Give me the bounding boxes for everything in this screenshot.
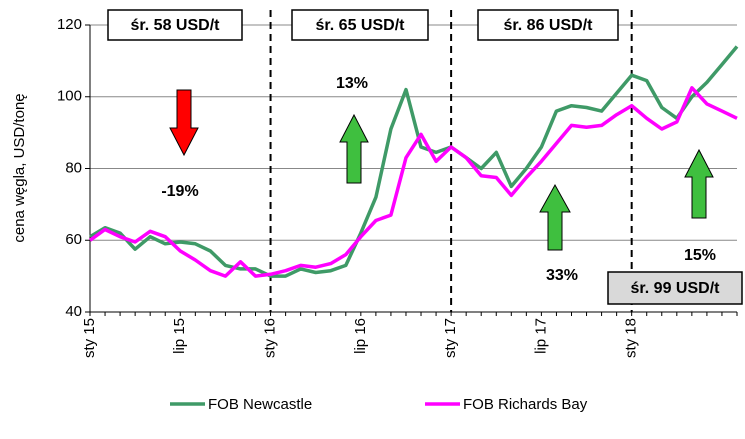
x-tick-label: sty 15 — [81, 318, 98, 358]
y-tick-label: 100 — [57, 88, 82, 105]
series-line — [88, 86, 738, 278]
y-tick-label: 60 — [65, 231, 82, 248]
x-tick-label: sty 17 — [442, 318, 459, 358]
legend-label: FOB Newcastle — [208, 396, 312, 413]
x-tick-label: sty 16 — [262, 318, 279, 358]
annotation: 33% — [546, 267, 578, 284]
annotation: śr. 58 USD/t — [131, 17, 221, 34]
x-tick-label: lip 15 — [171, 318, 188, 354]
annotation: -19% — [161, 183, 198, 200]
legend-label: FOB Richards Bay — [463, 396, 588, 413]
annotation: 13% — [336, 75, 368, 92]
x-tick-label: sty 18 — [623, 318, 640, 358]
annotation-box — [291, 9, 429, 41]
x-tick-label: lip 17 — [532, 318, 549, 354]
y-axis-label: cena węgla, USD/tonę — [11, 93, 28, 242]
annotations: śr. 58 USD/t śr. 65 USD/t śr. 86 USD/t -… — [107, 9, 716, 284]
y-tick-label: 120 — [57, 16, 82, 33]
arrow-down — [169, 89, 199, 157]
arrow-up — [684, 148, 714, 219]
annotation: śr. 99 USD/t — [631, 280, 721, 297]
y-tick-label: 40 — [65, 303, 82, 320]
y-tick-label: 80 — [65, 159, 82, 176]
arrow-up — [339, 113, 369, 184]
annotation: śr. 86 USD/t — [504, 17, 594, 34]
annotation: śr. 65 USD/t — [316, 17, 406, 34]
annotation-box — [607, 271, 743, 305]
annotation: 15% — [684, 247, 716, 264]
annotation-box — [477, 9, 619, 41]
annotation-box — [107, 9, 243, 41]
series-line — [89, 45, 739, 278]
arrow-up — [539, 183, 571, 251]
x-tick-label: lip 16 — [352, 318, 369, 354]
